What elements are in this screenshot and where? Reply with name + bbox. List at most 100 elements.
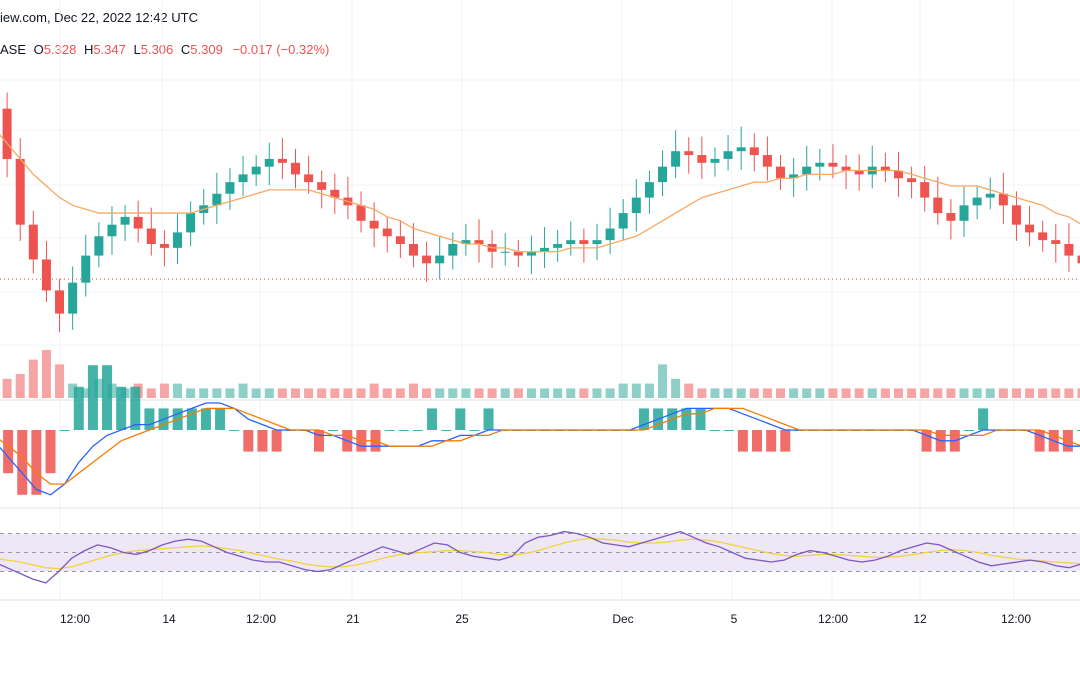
volume-bar bbox=[854, 388, 864, 398]
volume-bar bbox=[159, 383, 169, 398]
volume-bar bbox=[277, 388, 287, 398]
candle-body bbox=[1025, 224, 1035, 233]
candle-body bbox=[841, 166, 851, 171]
macd-histogram-bar bbox=[17, 430, 28, 495]
volume-bar bbox=[592, 388, 602, 398]
candle-body bbox=[290, 162, 300, 175]
low-value: 5.306 bbox=[140, 42, 174, 57]
x-tick-label: 14 bbox=[162, 612, 176, 626]
low-key: L bbox=[133, 42, 141, 57]
volume-bar bbox=[907, 388, 917, 398]
macd-histogram-bar bbox=[328, 430, 339, 431]
candle-body bbox=[710, 158, 720, 163]
candle-body bbox=[658, 166, 668, 183]
candle-body bbox=[395, 236, 405, 244]
ohlc-legend: ASE O5.328 H5.347 L5.306 C5.309 −0.017 (… bbox=[0, 42, 329, 57]
macd-histogram-bar bbox=[200, 408, 211, 430]
volume-bar bbox=[867, 388, 877, 398]
candle-body bbox=[985, 193, 995, 198]
volume-bar bbox=[343, 388, 353, 398]
macd-histogram-bar bbox=[130, 386, 141, 430]
macd-histogram-bar bbox=[752, 430, 763, 452]
candle-body bbox=[41, 259, 51, 291]
candle-body bbox=[2, 108, 12, 159]
candle-body bbox=[120, 216, 130, 225]
candle-body bbox=[94, 236, 104, 256]
x-axis: 12:00 14 12:00 21 25 Dec 5 12:00 12 12:00 bbox=[60, 612, 1031, 626]
candle-body bbox=[1051, 240, 1061, 244]
candle-body bbox=[815, 162, 825, 167]
macd-histogram-bar bbox=[271, 430, 282, 452]
candle-body bbox=[907, 178, 917, 183]
volume-bar bbox=[618, 383, 628, 398]
x-tick-label: 12 bbox=[913, 612, 927, 626]
candle-body bbox=[15, 158, 25, 225]
candle-body bbox=[225, 182, 235, 194]
candle-body bbox=[618, 213, 628, 229]
candle-body bbox=[474, 240, 484, 244]
volume-bar bbox=[776, 388, 786, 398]
volume-bar bbox=[920, 388, 930, 398]
macd-panel bbox=[0, 365, 1080, 496]
close-value: 5.309 bbox=[190, 42, 223, 57]
candle-body bbox=[448, 244, 458, 256]
volume-bar bbox=[186, 388, 196, 398]
candle-body bbox=[605, 228, 615, 241]
volume-bar bbox=[959, 388, 969, 398]
candle-body bbox=[382, 228, 392, 237]
macd-histogram-bar bbox=[87, 365, 98, 430]
candle-body bbox=[1064, 244, 1074, 256]
macd-histogram-bar bbox=[73, 386, 84, 430]
x-tick-label: 5 bbox=[731, 612, 738, 626]
macd-histogram-bar bbox=[638, 408, 649, 430]
macd-histogram-bar bbox=[427, 408, 438, 430]
volume-bar bbox=[736, 388, 746, 398]
volume-bar bbox=[710, 388, 720, 398]
x-tick-label: 25 bbox=[455, 612, 469, 626]
candle-body bbox=[408, 244, 418, 256]
volume-bar bbox=[697, 388, 707, 398]
macd-histogram-bar bbox=[31, 430, 42, 495]
close-key: C bbox=[180, 42, 191, 57]
volume-bar bbox=[802, 388, 812, 398]
macd-histogram-bar bbox=[186, 408, 197, 430]
volume-bar bbox=[225, 388, 235, 398]
macd-histogram-bar bbox=[1077, 430, 1080, 431]
candle-body bbox=[933, 197, 943, 214]
volume-bar bbox=[553, 388, 563, 398]
high-key: H bbox=[83, 42, 94, 57]
volume-bar bbox=[356, 388, 366, 398]
x-tick-label: Dec bbox=[612, 612, 633, 626]
candle-body bbox=[81, 255, 91, 283]
candle-body bbox=[28, 224, 38, 260]
candle-body bbox=[146, 228, 156, 244]
volume-bar bbox=[972, 388, 982, 398]
macd-histogram-bar bbox=[398, 430, 409, 431]
candle-body bbox=[553, 244, 563, 248]
volume-bar bbox=[448, 388, 458, 398]
candle-body bbox=[251, 166, 261, 175]
volume-bar bbox=[658, 364, 668, 398]
candle-body bbox=[1077, 255, 1080, 264]
candle-body bbox=[631, 197, 641, 214]
volume-bar bbox=[749, 388, 759, 398]
candle-body bbox=[435, 255, 445, 264]
candle-body bbox=[173, 232, 183, 248]
volume-bar bbox=[395, 388, 405, 398]
macd-histogram-bar bbox=[229, 430, 240, 431]
volume-bar bbox=[435, 388, 445, 398]
candle-body bbox=[776, 166, 786, 179]
candle-body bbox=[972, 197, 982, 206]
candle-body bbox=[369, 220, 379, 229]
volume-bar bbox=[815, 388, 825, 398]
x-tick-label: 21 bbox=[346, 612, 360, 626]
candle-body bbox=[828, 162, 838, 167]
candle-body bbox=[762, 155, 772, 167]
volume-bar bbox=[631, 383, 641, 398]
macd-histogram-bar bbox=[1034, 430, 1045, 452]
candle-body bbox=[644, 182, 654, 198]
change-value: −0.017 (−0.32%) bbox=[232, 42, 330, 57]
candle-body bbox=[684, 151, 694, 156]
macd-histogram-bar bbox=[243, 430, 254, 452]
